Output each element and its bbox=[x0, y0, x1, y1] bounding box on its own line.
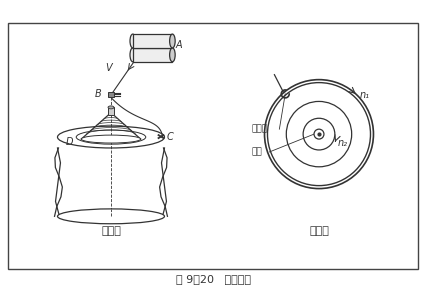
Text: （乙）: （乙） bbox=[308, 226, 328, 236]
Polygon shape bbox=[132, 34, 172, 48]
Text: 锭子: 锭子 bbox=[251, 147, 262, 157]
Bar bbox=[108, 107, 114, 115]
Text: 钢丝圈: 钢丝圈 bbox=[251, 125, 267, 134]
Text: C: C bbox=[166, 132, 173, 142]
Text: D: D bbox=[66, 137, 73, 147]
Text: n₂: n₂ bbox=[337, 138, 347, 148]
Ellipse shape bbox=[108, 106, 114, 109]
Bar bbox=[8, 23, 417, 269]
Ellipse shape bbox=[313, 129, 323, 139]
Text: （甲）: （甲） bbox=[101, 226, 121, 236]
Text: n₁: n₁ bbox=[359, 90, 369, 100]
Ellipse shape bbox=[130, 34, 135, 48]
Ellipse shape bbox=[130, 48, 135, 62]
Ellipse shape bbox=[169, 34, 175, 48]
Ellipse shape bbox=[169, 48, 175, 62]
Ellipse shape bbox=[302, 118, 334, 150]
Polygon shape bbox=[132, 48, 172, 62]
Bar bbox=[108, 91, 114, 98]
Ellipse shape bbox=[58, 209, 164, 224]
Ellipse shape bbox=[81, 135, 141, 143]
Text: A: A bbox=[175, 40, 181, 50]
Text: V: V bbox=[105, 63, 112, 73]
Text: 图 9－20   环锭加捻: 图 9－20 环锭加捻 bbox=[175, 274, 250, 284]
Text: B: B bbox=[94, 89, 101, 100]
